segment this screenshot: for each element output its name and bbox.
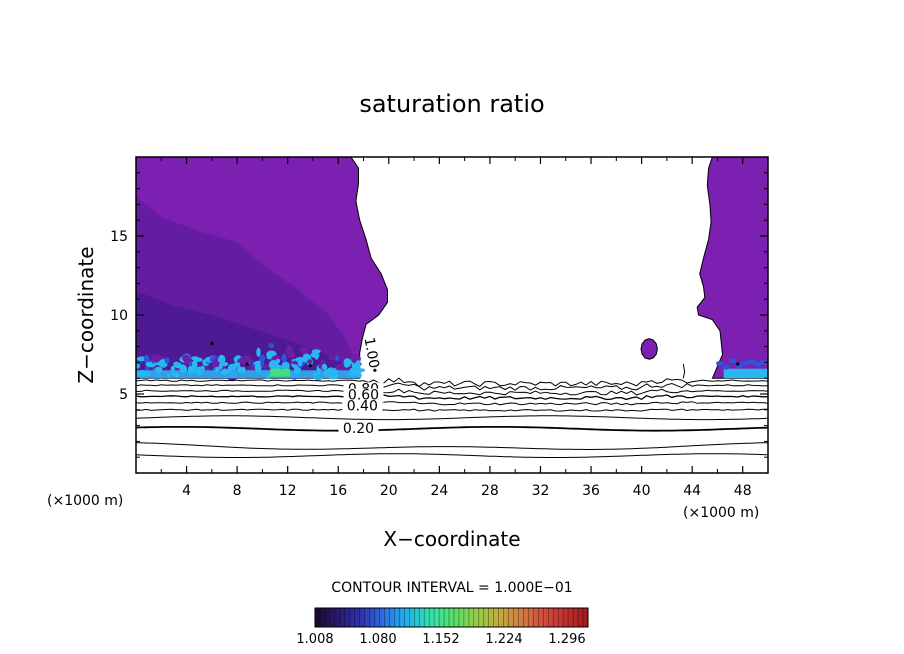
x-tick-label: 16 xyxy=(329,483,347,499)
y-tick-label: 5 xyxy=(119,387,128,403)
y-tick-label: 15 xyxy=(110,229,128,245)
x-tick-label: 8 xyxy=(233,483,242,499)
colorbar-tick-label: 1.224 xyxy=(485,632,522,647)
isolated-patch xyxy=(640,338,658,360)
chart-title: saturation ratio xyxy=(359,90,544,118)
colorbar-tick-label: 1.152 xyxy=(422,632,459,647)
x-tick-label: 36 xyxy=(582,483,600,499)
colorbar xyxy=(314,607,589,628)
x-tick-label: 48 xyxy=(734,483,752,499)
plot-area xyxy=(136,157,768,473)
x-tick-label: 4 xyxy=(182,483,191,499)
y-axis-title: Z−coordinate xyxy=(74,246,98,383)
contour-label: 0.40 xyxy=(347,399,378,415)
x-tick-label: 24 xyxy=(430,483,448,499)
x-tick-label: 40 xyxy=(633,483,651,499)
x-tick-label: 20 xyxy=(380,483,398,499)
x-tick-label: 12 xyxy=(279,483,297,499)
contour-label: 0.20 xyxy=(343,421,374,437)
x-axis-title: X−coordinate xyxy=(383,527,520,551)
right-saturated-region xyxy=(696,157,768,379)
colorbar-labels: 1.008 1.080 1.152 1.224 1.296 xyxy=(296,632,585,647)
x-axis-ticks: 4 8 12 16 20 24 28 32 36 40 44 48 xyxy=(160,157,752,499)
contour-label: 1.00 xyxy=(361,336,382,369)
y-axis-ticks: 5 10 15 xyxy=(110,172,768,458)
y-tick-label: 10 xyxy=(110,308,128,324)
x-unit-right: (×1000 m) xyxy=(683,505,759,521)
x-tick-label: 28 xyxy=(481,483,499,499)
colorbar-tick-label: 1.296 xyxy=(548,632,585,647)
x-unit-left: (×1000 m) xyxy=(47,493,123,509)
x-tick-label: 44 xyxy=(683,483,701,499)
cloud-base-band xyxy=(136,341,768,382)
contour-lines xyxy=(136,363,768,458)
colorbar-tick-label: 1.008 xyxy=(296,632,333,647)
colorbar-stripes xyxy=(319,608,584,627)
contour-labels: 1.000.800.600.400.20 xyxy=(338,336,384,437)
colorbar-tick-label: 1.080 xyxy=(359,632,396,647)
contour-interval-text: CONTOUR INTERVAL = 1.000E−01 xyxy=(331,580,572,596)
x-tick-label: 32 xyxy=(532,483,550,499)
